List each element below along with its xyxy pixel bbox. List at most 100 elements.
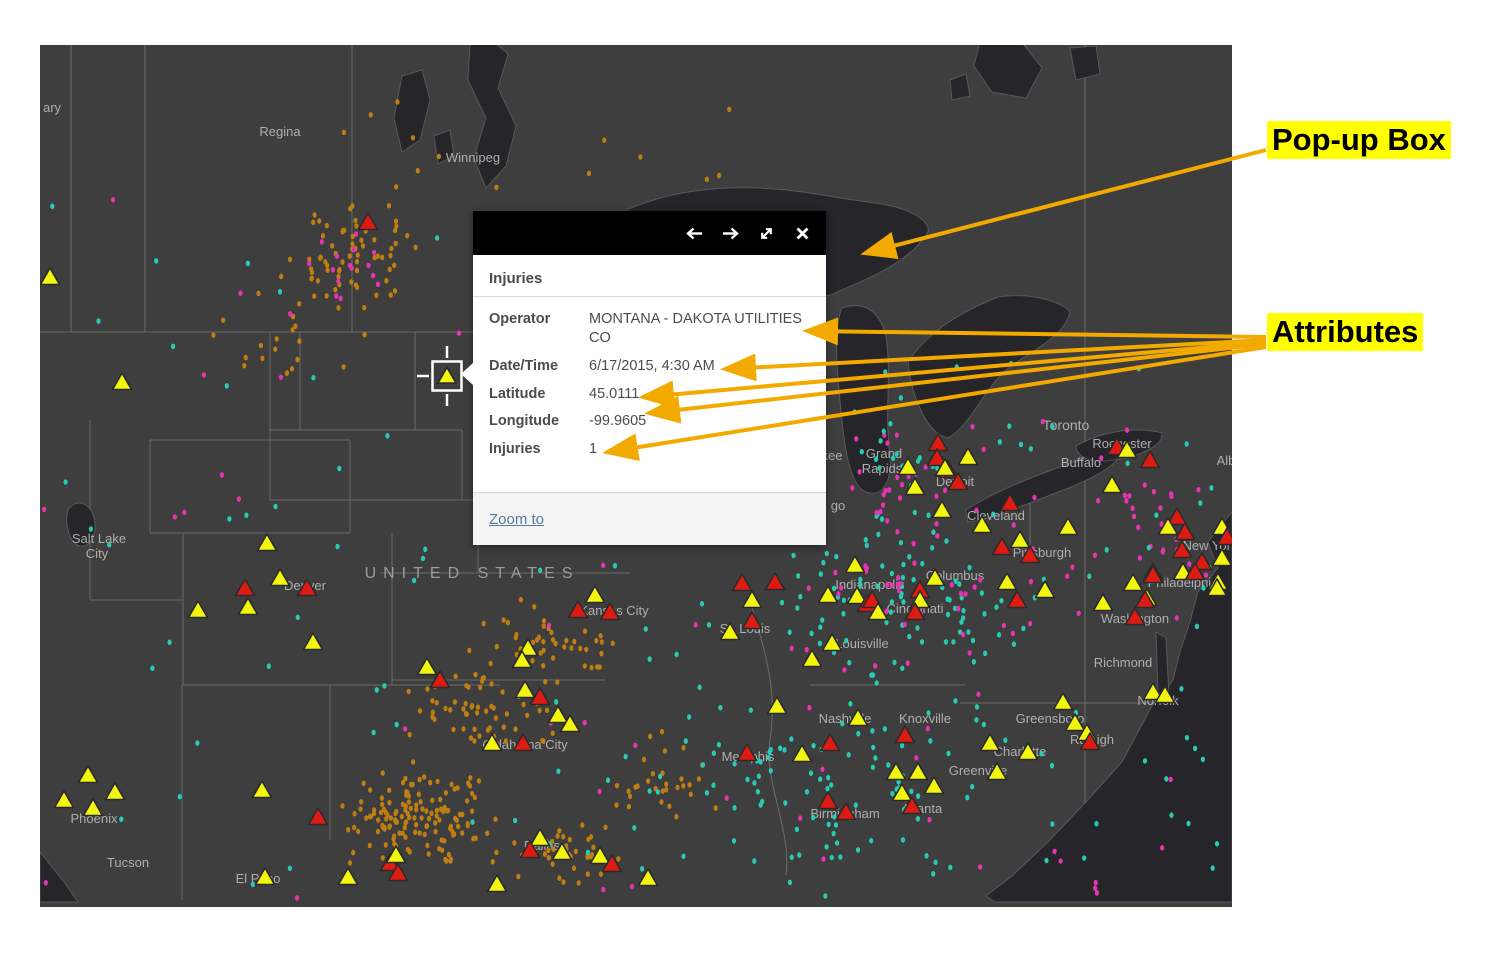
map-point[interactable] — [1136, 524, 1141, 531]
map-point[interactable] — [172, 514, 177, 520]
map-marker-triangle[interactable] — [599, 602, 621, 621]
map-point[interactable] — [582, 628, 588, 634]
map-marker-triangle[interactable] — [559, 714, 581, 733]
map-point[interactable] — [433, 820, 438, 826]
map-marker-triangle[interactable] — [547, 705, 569, 724]
map-point[interactable] — [688, 791, 693, 798]
map-marker-triangle[interactable] — [1017, 742, 1039, 761]
map-point[interactable] — [1010, 630, 1016, 637]
map-point[interactable] — [1058, 858, 1063, 864]
map-point[interactable] — [434, 813, 439, 819]
map-point[interactable] — [970, 783, 975, 790]
map-point[interactable] — [351, 849, 356, 856]
map-point[interactable] — [250, 881, 255, 888]
map-point[interactable] — [951, 639, 956, 645]
map-point[interactable] — [891, 455, 896, 462]
map-point[interactable] — [880, 502, 886, 508]
map-point[interactable] — [1142, 758, 1148, 764]
map-point[interactable] — [1070, 564, 1075, 571]
map-point[interactable] — [467, 647, 472, 654]
map-point[interactable] — [667, 803, 672, 810]
map-point[interactable] — [981, 721, 987, 728]
map-point[interactable] — [277, 289, 283, 295]
map-point[interactable] — [392, 288, 398, 294]
map-point[interactable] — [453, 673, 458, 680]
map-point[interactable] — [417, 830, 422, 836]
map-point[interactable] — [238, 290, 243, 296]
map-marker-triangle[interactable] — [1154, 685, 1176, 704]
map-point[interactable] — [711, 750, 717, 756]
map-point[interactable] — [394, 808, 399, 815]
map-point[interactable] — [551, 655, 556, 661]
map-marker-triangle[interactable] — [907, 762, 929, 781]
map-point[interactable] — [1094, 890, 1099, 896]
map-point[interactable] — [912, 509, 917, 516]
map-point[interactable] — [632, 825, 637, 831]
map-point[interactable] — [912, 560, 917, 566]
map-marker-triangle[interactable] — [847, 708, 869, 727]
map-point[interactable] — [1151, 488, 1156, 495]
map-point[interactable] — [1028, 620, 1033, 627]
map-point[interactable] — [838, 854, 843, 860]
map-point[interactable] — [400, 830, 405, 837]
map-point[interactable] — [603, 824, 608, 831]
map-point[interactable] — [446, 851, 451, 858]
map-point[interactable] — [555, 679, 560, 685]
map-marker-triangle[interactable] — [254, 867, 276, 886]
map-point[interactable] — [406, 688, 411, 695]
map-point[interactable] — [974, 717, 979, 723]
map-point[interactable] — [227, 516, 232, 522]
map-point[interactable] — [870, 764, 876, 771]
map-point[interactable] — [417, 708, 423, 714]
map-point[interactable] — [318, 254, 323, 261]
map-point[interactable] — [419, 815, 424, 821]
map-point[interactable] — [465, 798, 470, 804]
map-point[interactable] — [699, 601, 705, 607]
map-point[interactable] — [883, 369, 888, 375]
map-point[interactable] — [429, 810, 434, 817]
map-point[interactable] — [195, 740, 200, 746]
map-point[interactable] — [588, 853, 594, 860]
map-point[interactable] — [516, 873, 521, 880]
map-point[interactable] — [783, 800, 788, 806]
map-point[interactable] — [591, 844, 596, 851]
map-point[interactable] — [336, 273, 341, 280]
map-point[interactable] — [287, 256, 293, 263]
map-point[interactable] — [1193, 745, 1198, 752]
map-point[interactable] — [400, 801, 405, 808]
map-point[interactable] — [319, 239, 324, 245]
map-point[interactable] — [337, 266, 342, 273]
map-point[interactable] — [1065, 573, 1070, 579]
map-point[interactable] — [394, 223, 399, 229]
map-point[interactable] — [352, 810, 357, 817]
map-point[interactable] — [446, 807, 451, 814]
map-point[interactable] — [224, 383, 229, 389]
map-point[interactable] — [844, 637, 849, 644]
map-point[interactable] — [530, 658, 535, 664]
map-point[interactable] — [978, 864, 983, 870]
map-point[interactable] — [413, 244, 418, 251]
map-point[interactable] — [408, 805, 413, 812]
map-point[interactable] — [334, 253, 340, 259]
map-point[interactable] — [640, 866, 645, 872]
map-point[interactable] — [1011, 522, 1016, 528]
map-point[interactable] — [687, 782, 692, 788]
map-point[interactable] — [405, 846, 410, 853]
map-point[interactable] — [336, 305, 341, 311]
map-point[interactable] — [731, 838, 737, 844]
map-point[interactable] — [1136, 366, 1141, 372]
map-marker-triangle[interactable] — [891, 783, 913, 802]
map-point[interactable] — [643, 626, 648, 632]
map-point[interactable] — [894, 432, 899, 439]
map-point[interactable] — [839, 585, 844, 591]
map-point[interactable] — [875, 583, 880, 590]
map-point[interactable] — [1194, 623, 1199, 630]
map-point[interactable] — [1154, 512, 1159, 518]
map-point[interactable] — [602, 137, 607, 143]
map-point[interactable] — [353, 231, 359, 237]
map-point[interactable] — [683, 738, 688, 744]
map-point[interactable] — [1198, 500, 1203, 506]
map-marker-triangle[interactable] — [1019, 545, 1041, 564]
map-point[interactable] — [942, 487, 948, 494]
map-point[interactable] — [829, 782, 834, 788]
